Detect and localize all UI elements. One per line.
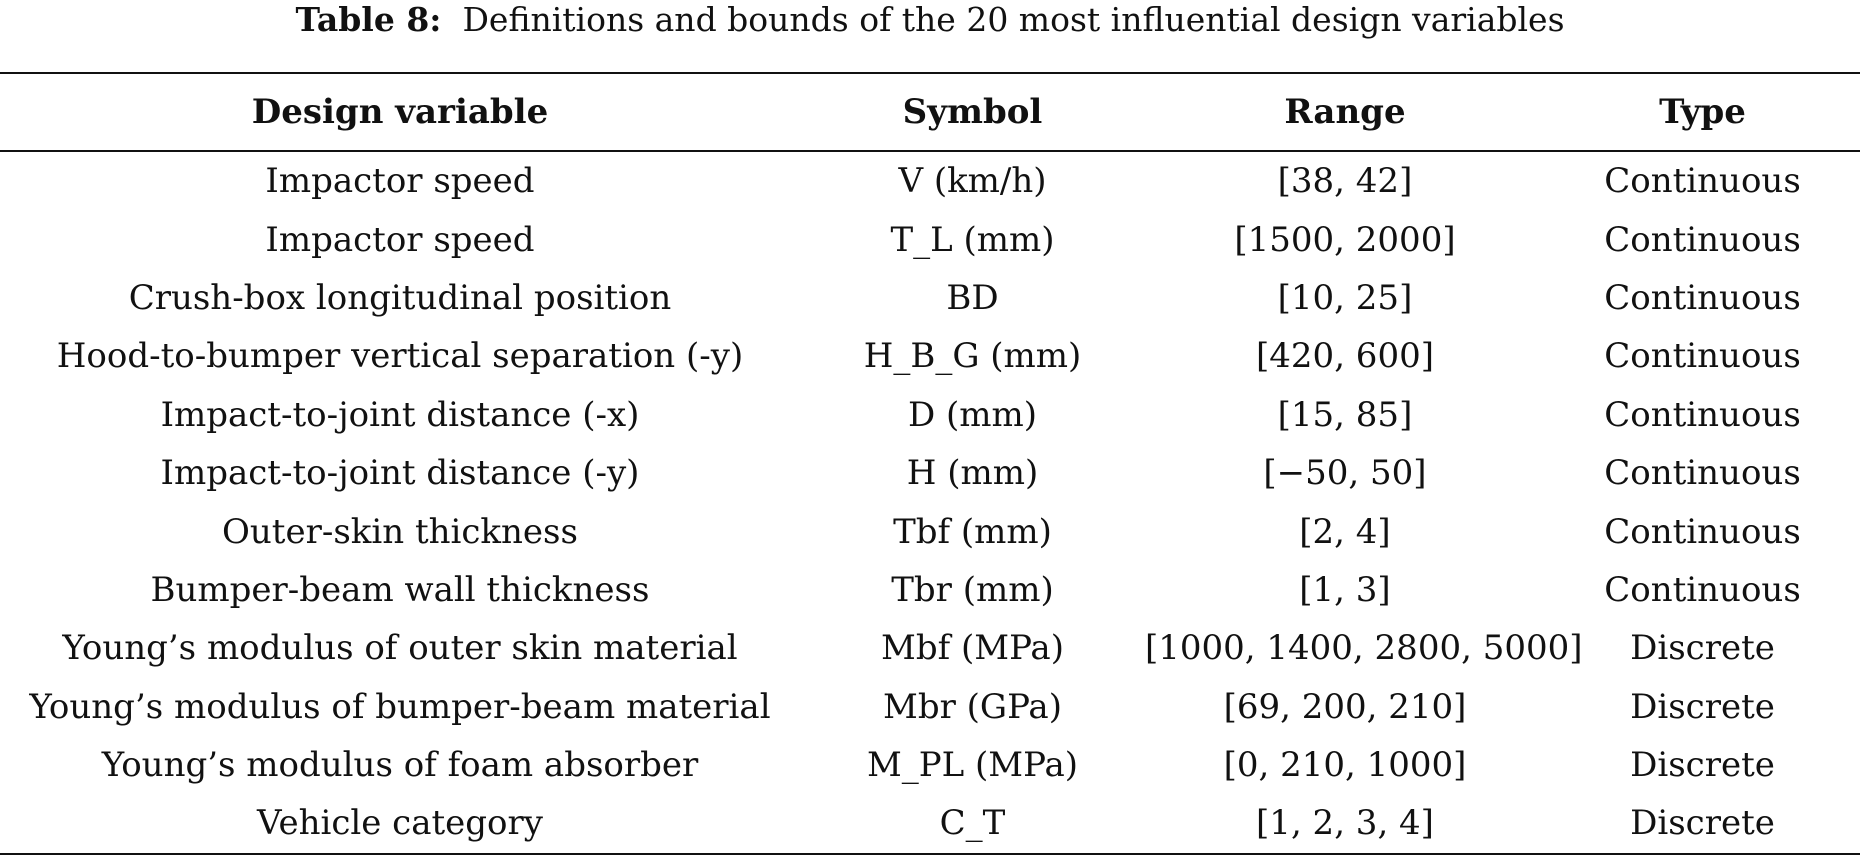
cell-symbol: D (mm) xyxy=(907,394,1038,435)
cell-symbol: M_PL (MPa) xyxy=(866,745,1079,786)
table-row: Young’s modulus of foam absorber M_PL (M… xyxy=(0,736,1860,794)
table-row: Young’s modulus of bumper-beam material … xyxy=(0,678,1860,736)
cell-range: [1, 2, 3, 4] xyxy=(1256,803,1434,844)
cell-range: [0, 210, 1000] xyxy=(1223,745,1467,786)
cell-design-variable: Impact-to-joint distance (-y) xyxy=(160,453,640,494)
header-type: Type xyxy=(1659,92,1746,132)
cell-range: [2, 4] xyxy=(1299,511,1391,552)
cell-design-variable: Young’s modulus of outer skin material xyxy=(62,628,738,669)
cell-range: [10, 25] xyxy=(1277,277,1413,318)
cell-design-variable: Impactor speed xyxy=(265,219,535,260)
header-symbol: Symbol xyxy=(902,92,1043,132)
table-row: Impactor speed V (km/h) [38, 42] Continu… xyxy=(0,152,1860,210)
cell-design-variable: Young’s modulus of bumper-beam material xyxy=(29,686,771,727)
cell-type: Discrete xyxy=(1630,803,1775,844)
cell-range: [1, 3] xyxy=(1299,569,1391,610)
design-variables-table: Design variable Symbol Range Type xyxy=(0,74,1860,150)
table-row: Outer-skin thickness Tbf (mm) [2, 4] Con… xyxy=(0,502,1860,560)
table-row: Crush-box longitudinal position BD [10, … xyxy=(0,269,1860,327)
cell-type: Discrete xyxy=(1630,686,1775,727)
cell-type: Continuous xyxy=(1604,161,1801,202)
cell-design-variable: Outer-skin thickness xyxy=(222,511,578,552)
cell-design-variable: Young’s modulus of foam absorber xyxy=(101,745,699,786)
cell-design-variable: Hood-to-bumper vertical separation (-y) xyxy=(56,336,744,377)
cell-type: Continuous xyxy=(1604,277,1801,318)
cell-type: Discrete xyxy=(1630,628,1775,669)
table-caption-text: Definitions and bounds of the 20 most in… xyxy=(462,0,1565,39)
table-row: Impact-to-joint distance (-x) D (mm) [15… xyxy=(0,386,1860,444)
cell-symbol: Tbf (mm) xyxy=(893,511,1052,552)
design-variables-table-container: Design variable Symbol Range Type Impact… xyxy=(0,72,1860,855)
cell-type: Continuous xyxy=(1604,219,1801,260)
table-header-row: Design variable Symbol Range Type xyxy=(0,74,1860,150)
cell-type: Continuous xyxy=(1604,569,1801,610)
cell-symbol: Tbr (mm) xyxy=(891,569,1054,610)
cell-range: [420, 600] xyxy=(1256,336,1434,377)
cell-range: [69, 200, 210] xyxy=(1223,686,1467,727)
cell-design-variable: Crush-box longitudinal position xyxy=(128,277,672,318)
table-row: Young’s modulus of outer skin material M… xyxy=(0,619,1860,677)
cell-type: Continuous xyxy=(1604,394,1801,435)
cell-range: [1000, 1400, 2800, 5000] xyxy=(1145,628,1583,669)
table-row: Impact-to-joint distance (-y) H (mm) [−5… xyxy=(0,444,1860,502)
cell-design-variable: Bumper-beam wall thickness xyxy=(150,569,650,610)
header-design-variable: Design variable xyxy=(251,92,549,132)
cell-range: [1500, 2000] xyxy=(1234,219,1456,260)
cell-range: [−50, 50] xyxy=(1263,453,1427,494)
header-range: Range xyxy=(1284,92,1406,132)
table-caption: Table 8: Definitions and bounds of the 2… xyxy=(0,0,1860,44)
table-row: Hood-to-bumper vertical separation (-y) … xyxy=(0,327,1860,385)
cell-type: Discrete xyxy=(1630,745,1775,786)
design-variables-table-body: Impactor speed V (km/h) [38, 42] Continu… xyxy=(0,152,1860,853)
cell-symbol: Mbf (MPa) xyxy=(881,628,1064,669)
cell-symbol: T_L (mm) xyxy=(890,219,1055,260)
table-header-rule xyxy=(0,150,1860,152)
cell-design-variable: Vehicle category xyxy=(257,803,543,844)
cell-design-variable: Impactor speed xyxy=(265,161,535,202)
cell-symbol: V (km/h) xyxy=(898,161,1047,202)
cell-range: [15, 85] xyxy=(1277,394,1413,435)
cell-range: [38, 42] xyxy=(1277,161,1413,202)
cell-symbol: C_T xyxy=(939,803,1006,844)
cell-symbol: H (mm) xyxy=(906,453,1039,494)
table-caption-label: Table 8: xyxy=(295,0,442,39)
cell-design-variable: Impact-to-joint distance (-x) xyxy=(160,394,640,435)
table-row: Vehicle category C_T [1, 2, 3, 4] Discre… xyxy=(0,794,1860,852)
cell-symbol: H_B_G (mm) xyxy=(863,336,1082,377)
cell-symbol: Mbr (GPa) xyxy=(883,686,1062,727)
cell-type: Continuous xyxy=(1604,336,1801,377)
cell-symbol: BD xyxy=(946,277,999,318)
cell-type: Continuous xyxy=(1604,511,1801,552)
table-row: Bumper-beam wall thickness Tbr (mm) [1, … xyxy=(0,561,1860,619)
table-bottom-rule xyxy=(0,852,1860,855)
cell-type: Continuous xyxy=(1604,453,1801,494)
table-top-rule xyxy=(0,72,1860,74)
table-row: Impactor speed T_L (mm) [1500, 2000] Con… xyxy=(0,210,1860,268)
